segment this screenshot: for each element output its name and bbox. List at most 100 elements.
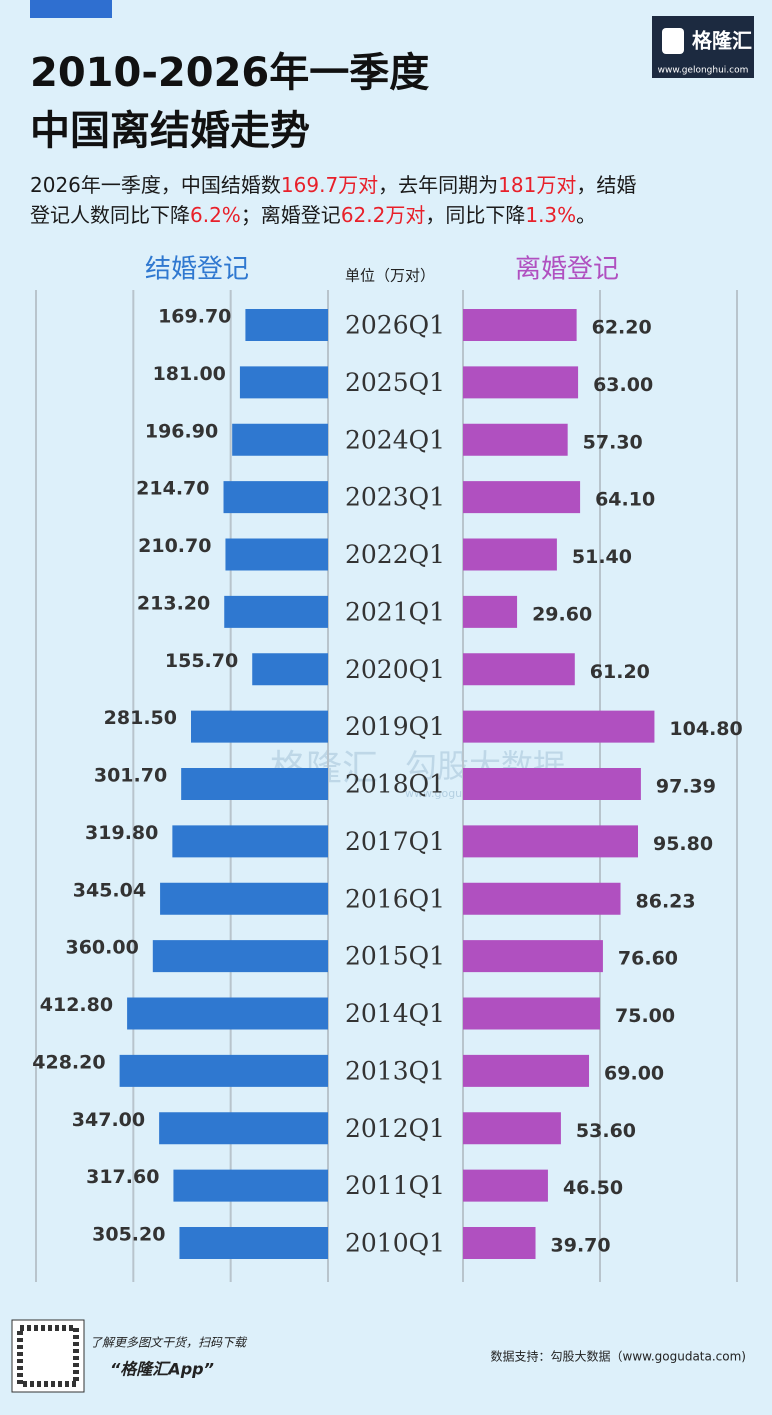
value-label: 196.90	[145, 420, 218, 442]
category-label: 2013Q1	[345, 1056, 445, 1085]
bar	[119, 1054, 328, 1087]
bar	[463, 423, 568, 456]
subtitle-segment: 登记人数同比下降	[30, 203, 190, 227]
category-label: 2014Q1	[345, 999, 445, 1028]
bar	[225, 538, 328, 571]
bar	[463, 1112, 561, 1145]
bar	[173, 1169, 328, 1202]
value-label: 347.00	[72, 1109, 145, 1131]
bar	[181, 768, 328, 800]
footer-source: 数据支持：勾股大数据（www.gogudata.com)	[491, 1349, 747, 1364]
bar	[232, 423, 328, 456]
value-label: 51.40	[572, 546, 632, 568]
category-label: 2021Q1	[345, 597, 445, 626]
category-label: 2023Q1	[345, 483, 445, 512]
bar	[245, 309, 328, 341]
value-label: 281.50	[104, 707, 177, 729]
bar	[463, 1169, 548, 1202]
value-label: 104.80	[669, 718, 742, 740]
top-accent	[30, 0, 112, 18]
value-label: 214.70	[136, 478, 209, 500]
subtitle: 2026年一季度，中国结婚数169.7万对，去年同期为181万对，结婚	[30, 173, 636, 197]
value-label: 301.70	[94, 765, 167, 787]
subtitle-segment: ；离婚登记	[241, 203, 341, 227]
bar	[463, 1227, 536, 1259]
bar	[463, 538, 557, 571]
category-label: 2015Q1	[345, 942, 445, 971]
title: 中国离结婚走势	[30, 108, 310, 154]
value-label: 86.23	[636, 890, 696, 912]
category-label: 2012Q1	[345, 1114, 445, 1143]
category-label: 2020Q1	[345, 655, 445, 684]
subtitle-segment: ，结婚	[576, 173, 636, 197]
value-label: 97.39	[656, 776, 716, 798]
bar	[463, 940, 603, 973]
value-label: 169.70	[158, 306, 231, 328]
footer-app: “格隆汇App”	[110, 1360, 214, 1379]
bar	[463, 595, 518, 628]
subtitle-segment: 62.2万对	[341, 203, 426, 227]
category-label: 2010Q1	[345, 1229, 445, 1258]
subtitle-segment: ，去年同期为	[378, 173, 498, 197]
subtitle-segment: 1.3%	[525, 203, 576, 227]
value-label: 46.50	[563, 1177, 623, 1199]
logo-text: 格隆汇	[692, 29, 752, 53]
value-label: 319.80	[85, 822, 158, 844]
bar	[463, 366, 579, 399]
unit: 单位（万对）	[345, 267, 435, 285]
value-label: 62.20	[592, 317, 652, 339]
value-label: 63.00	[593, 374, 653, 396]
bar	[463, 768, 641, 800]
value-label: 155.70	[165, 650, 238, 672]
value-label: 210.70	[138, 535, 211, 557]
bar	[463, 882, 621, 915]
qr-code	[11, 1319, 85, 1393]
category-label: 2018Q1	[345, 770, 445, 799]
bar	[463, 710, 655, 743]
bar	[463, 1054, 590, 1087]
subtitle-segment: ，同比下降	[425, 203, 525, 227]
bar	[463, 653, 575, 686]
bar	[463, 997, 600, 1030]
legend-label: 结婚登记	[145, 255, 249, 285]
value-label: 305.20	[92, 1224, 165, 1246]
value-label: 213.20	[137, 592, 210, 614]
bar	[127, 997, 328, 1030]
category-label: 2024Q1	[345, 425, 445, 454]
subtitle-segment: 6.2%	[190, 203, 241, 227]
subtitle-segment: 169.7万对	[281, 173, 378, 197]
bar	[463, 309, 577, 341]
bar	[179, 1227, 328, 1259]
bar	[239, 366, 328, 399]
value-label: 412.80	[40, 994, 113, 1016]
bar	[463, 825, 638, 858]
bar	[252, 653, 328, 686]
value-label: 61.20	[590, 661, 650, 683]
legend-label: 离婚登记	[515, 255, 619, 285]
value-label: 75.00	[615, 1005, 675, 1027]
value-label: 95.80	[653, 833, 713, 855]
category-label: 2011Q1	[345, 1171, 445, 1200]
value-label: 64.10	[595, 489, 655, 511]
subtitle-segment: 2026年一季度，中国结婚数	[30, 173, 281, 197]
bar	[223, 481, 328, 514]
category-label: 2022Q1	[345, 540, 445, 569]
bar	[160, 882, 328, 915]
value-label: 181.00	[153, 363, 226, 385]
footer-promo: 了解更多图文干货，扫码下载	[90, 1336, 248, 1350]
value-label: 360.00	[65, 937, 138, 959]
subtitle: 登记人数同比下降6.2%；离婚登记62.2万对，同比下降1.3%。	[30, 203, 596, 227]
qr-pattern	[17, 1325, 79, 1387]
value-label: 29.60	[532, 603, 592, 625]
chart: 2026年一季度，中国结婚数169.7万对，去年同期为181万对，结婚登记人数同…	[30, 173, 743, 1282]
category-label: 2019Q1	[345, 712, 445, 741]
value-label: 317.60	[86, 1166, 159, 1188]
value-label: 39.70	[551, 1235, 611, 1257]
title: 2010-2026年一季度	[30, 50, 429, 96]
subtitle-segment: 。	[576, 203, 596, 227]
value-label: 53.60	[576, 1120, 636, 1142]
value-label: 76.60	[618, 948, 678, 970]
bar	[172, 825, 328, 858]
